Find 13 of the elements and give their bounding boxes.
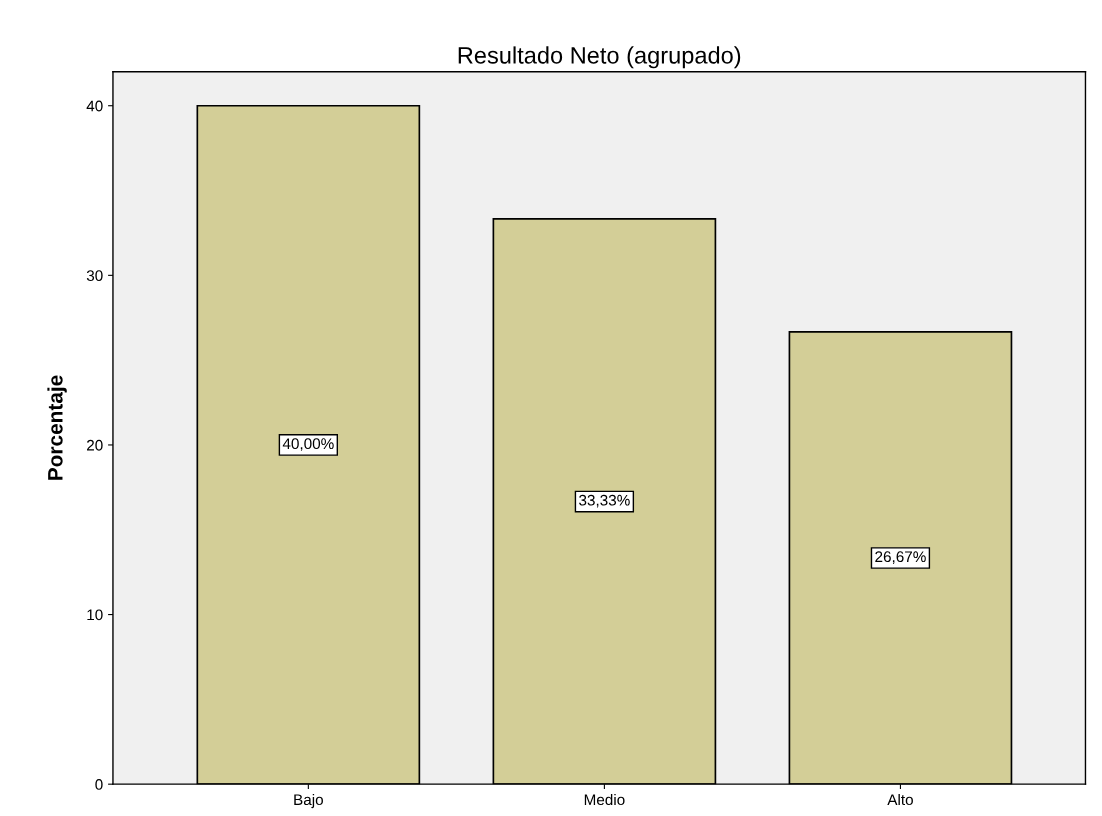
data-label: 33,33%: [579, 494, 630, 508]
data-label: 40,00%: [282, 438, 334, 451]
y-tick-label: 20: [87, 439, 103, 451]
y-tick-label: 10: [87, 609, 103, 621]
y-tick-label: 0: [95, 779, 103, 790]
y-tick-label: 40: [86, 100, 103, 112]
chart-title: Resultado Neto (agrupado): [458, 46, 741, 69]
y-tick-label: 30: [86, 270, 103, 282]
x-tick-label: Bajo: [294, 793, 323, 809]
x-tick-label: Medio: [584, 793, 625, 806]
y-axis-title: Porcentaje: [47, 375, 67, 480]
x-tick-label: Alto: [887, 793, 913, 806]
data-label: 26,67%: [875, 551, 926, 564]
